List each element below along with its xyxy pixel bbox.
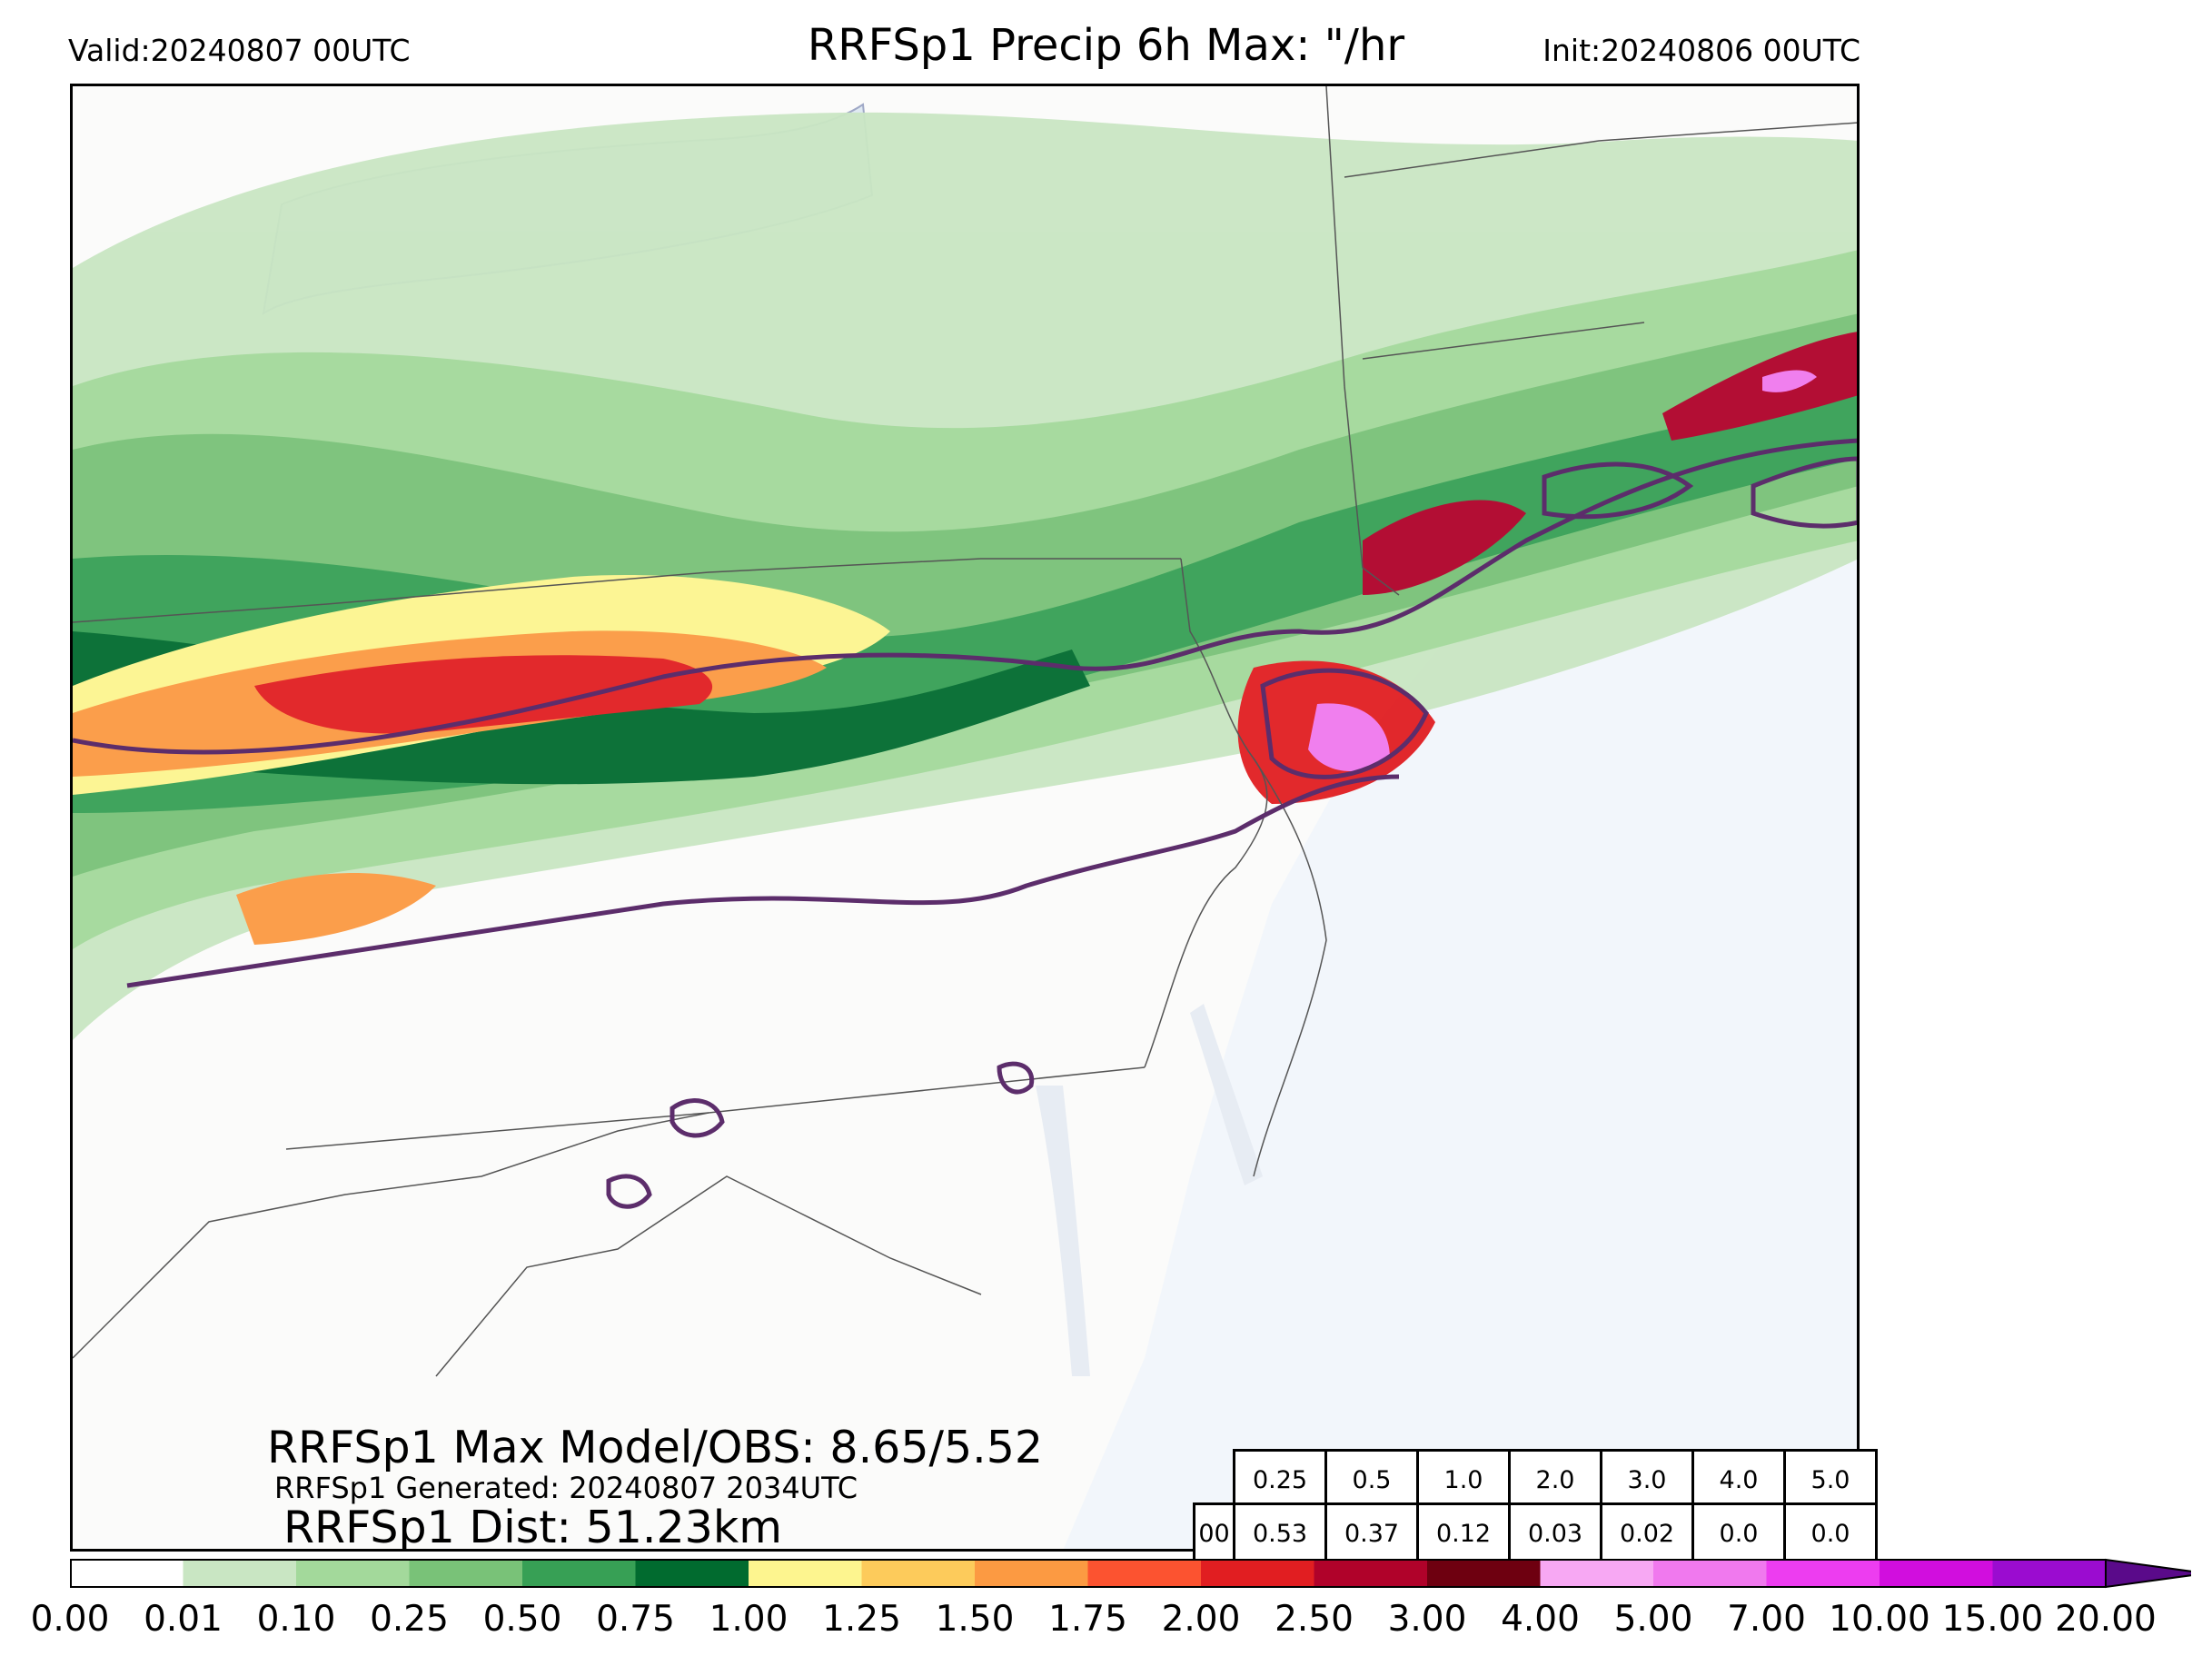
distance: RRFSp1 Dist: 51.23km bbox=[283, 1502, 782, 1553]
value-0: 0.53 bbox=[1233, 1502, 1327, 1564]
colorbar-tick-label: 3.00 bbox=[1387, 1599, 1467, 1640]
colorbar-tick-label: 1.00 bbox=[709, 1599, 789, 1640]
colorbar bbox=[70, 1558, 2191, 1589]
obs-contour-loop-3 bbox=[1751, 456, 1857, 529]
colorbar-tick-label: 1.75 bbox=[1048, 1599, 1127, 1640]
colorbar-tick-label: 0.50 bbox=[482, 1599, 562, 1640]
max-model-obs: RRFSp1 Max Model/OBS: 8.65/5.52 bbox=[267, 1422, 1044, 1473]
wv-md-border bbox=[73, 1112, 709, 1359]
obs-contour-blob-2 bbox=[606, 1174, 652, 1209]
colorbar-tick-label: 2.00 bbox=[1161, 1599, 1241, 1640]
ma-nh-border bbox=[1344, 122, 1857, 178]
colorbar-segment bbox=[1540, 1560, 1653, 1587]
obs-contours bbox=[73, 438, 1857, 1209]
precip-core-ma-2 bbox=[1762, 370, 1817, 392]
valid-time: Valid:20240807 00UTC bbox=[68, 33, 411, 68]
threshold-2: 1.0 bbox=[1416, 1449, 1511, 1511]
ct-ma-border bbox=[1362, 322, 1645, 360]
value-2: 0.12 bbox=[1416, 1502, 1511, 1564]
colorbar-tick-label: 20.00 bbox=[2055, 1599, 2157, 1640]
colorbar-segment bbox=[1427, 1560, 1541, 1587]
delaware-bay bbox=[1190, 1004, 1263, 1185]
colorbar-tick-label: 1.25 bbox=[822, 1599, 901, 1640]
colorbar-segment bbox=[749, 1560, 862, 1587]
colorbar-tick-label: 0.01 bbox=[144, 1599, 223, 1640]
ny-pa-border bbox=[73, 558, 1181, 623]
colorbar-segment bbox=[1880, 1560, 1993, 1587]
value-3: 0.03 bbox=[1508, 1502, 1602, 1564]
colorbar-segment bbox=[635, 1560, 749, 1587]
colorbar-tick-label: 1.50 bbox=[935, 1599, 1015, 1640]
init-time: Init:20240806 00UTC bbox=[1542, 33, 1860, 68]
pa-east-border bbox=[1144, 558, 1268, 1068]
threshold-1: 0.5 bbox=[1324, 1449, 1419, 1511]
atlantic-ocean bbox=[1063, 468, 1857, 1549]
generated-time: RRFSp1 Generated: 20240807 2034UTC bbox=[274, 1471, 858, 1505]
colorbar-outline bbox=[70, 1559, 2107, 1588]
value-row-label: 00 bbox=[1193, 1502, 1235, 1564]
precip-core-west-3 bbox=[254, 655, 713, 734]
colorbar-segment bbox=[1087, 1560, 1201, 1587]
colorbar-tick-label: 0.25 bbox=[370, 1599, 449, 1640]
vt-nh-border bbox=[1325, 86, 1345, 387]
value-1: 0.37 bbox=[1324, 1502, 1419, 1564]
colorbar-segment bbox=[1992, 1560, 2106, 1587]
colorbar-segment bbox=[70, 1560, 184, 1587]
colorbar-tick-label: 5.00 bbox=[1613, 1599, 1693, 1640]
colorbar-segment bbox=[522, 1560, 636, 1587]
colorbar-segment bbox=[1314, 1560, 1427, 1587]
precip-core-ma bbox=[1662, 332, 1857, 441]
state-boundaries bbox=[73, 86, 1857, 1377]
threshold-header-row: 0.25 0.5 1.0 2.0 3.0 4.0 5.0 bbox=[1233, 1449, 1878, 1511]
colorbar-segment bbox=[409, 1560, 522, 1587]
colorbar-segment bbox=[975, 1560, 1088, 1587]
ny-ct-border bbox=[1344, 385, 1400, 596]
precip-core-sw bbox=[236, 873, 436, 945]
obs-contour-loop-2 bbox=[1542, 461, 1694, 520]
threshold-6: 5.0 bbox=[1783, 1449, 1878, 1511]
colorbar-tick-label: 2.50 bbox=[1275, 1599, 1354, 1640]
value-table: 00 0.53 0.37 0.12 0.03 0.02 0.0 0.0 bbox=[1193, 1502, 1878, 1564]
colorbar-segment bbox=[183, 1560, 296, 1587]
obs-contour-blob-1 bbox=[670, 1098, 725, 1138]
threshold-3: 2.0 bbox=[1508, 1449, 1602, 1511]
colorbar-tick-label: 0.75 bbox=[596, 1599, 675, 1640]
colorbar-tick-label: 15.00 bbox=[1941, 1599, 2044, 1640]
colorbar-tick-label: 0.10 bbox=[256, 1599, 336, 1640]
threshold-table: 0.25 0.5 1.0 2.0 3.0 4.0 5.0 bbox=[1233, 1449, 1878, 1511]
value-5: 0.0 bbox=[1691, 1502, 1786, 1564]
colorbar-tick-label: 10.00 bbox=[1829, 1599, 1930, 1640]
colorbar-segment bbox=[1766, 1560, 1880, 1587]
obs-contour-blob-3 bbox=[997, 1061, 1035, 1095]
threshold-5: 4.0 bbox=[1691, 1449, 1786, 1511]
chesapeake-bay bbox=[1036, 1086, 1090, 1376]
value-6: 0.0 bbox=[1783, 1502, 1878, 1564]
obs-contour-loop-1 bbox=[1260, 668, 1429, 779]
value-row: 00 0.53 0.37 0.12 0.03 0.02 0.0 0.0 bbox=[1193, 1502, 1878, 1564]
colorbar-tick-label: 4.00 bbox=[1501, 1599, 1580, 1640]
colorbar-segment bbox=[296, 1560, 410, 1587]
colorbar-segment bbox=[861, 1560, 975, 1587]
map-canvas bbox=[73, 86, 1857, 1549]
colorbar-segment bbox=[1653, 1560, 1767, 1587]
precip-core-ct bbox=[1363, 500, 1526, 595]
colorbar-tick-label: 0.00 bbox=[30, 1599, 110, 1640]
colorbar-extend-arrow bbox=[2105, 1558, 2191, 1589]
obs-contour-south bbox=[126, 774, 1400, 988]
obs-contour-main bbox=[73, 438, 1857, 755]
precip-map[interactable] bbox=[70, 84, 1860, 1552]
map-title: RRFSp1 Precip 6h Max: "/hr bbox=[807, 20, 1405, 71]
precip-core-nj-2 bbox=[1308, 703, 1390, 771]
nj-shore bbox=[1253, 758, 1327, 1177]
value-4: 0.02 bbox=[1600, 1502, 1694, 1564]
colorbar-tick-label: 7.00 bbox=[1727, 1599, 1806, 1640]
threshold-0: 0.25 bbox=[1233, 1449, 1327, 1511]
colorbar-segment bbox=[1201, 1560, 1314, 1587]
threshold-4: 3.0 bbox=[1600, 1449, 1694, 1511]
va-border bbox=[435, 1175, 982, 1377]
